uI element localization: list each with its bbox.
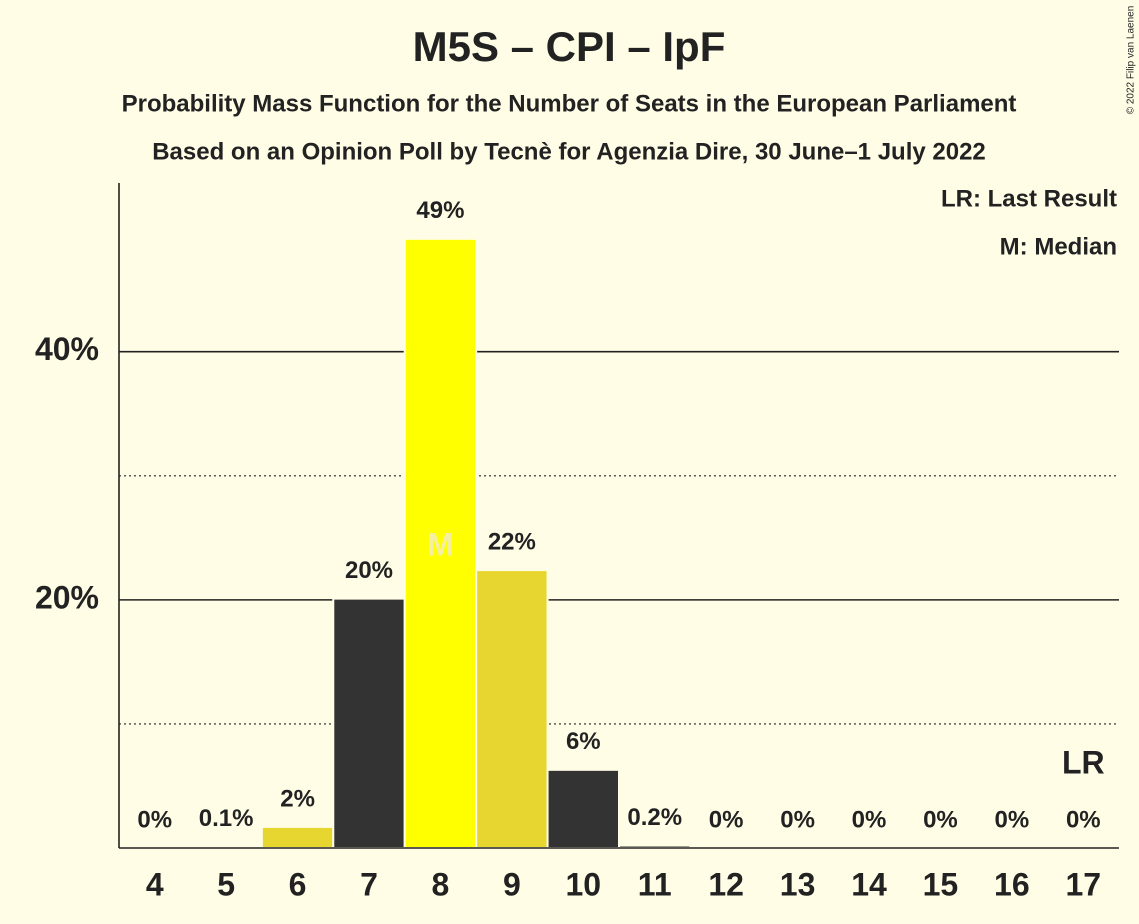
value-label: 0% — [137, 806, 172, 833]
chart-title: M5S – CPI – IpF — [413, 23, 726, 70]
x-tick-label: 8 — [432, 866, 450, 902]
chart-subtitle: Probability Mass Function for the Number… — [122, 90, 1017, 117]
value-label: 49% — [416, 197, 464, 224]
value-label: 22% — [488, 528, 536, 555]
x-tick-label: 7 — [360, 866, 378, 902]
x-tick-label: 17 — [1065, 866, 1101, 902]
y-tick-label: 20% — [35, 579, 99, 615]
chart-subtitle: Based on an Opinion Poll by Tecnè for Ag… — [152, 138, 986, 165]
y-tick-label: 40% — [35, 331, 99, 367]
bar — [546, 768, 620, 850]
legend-entry: M: Median — [1000, 233, 1117, 260]
bar — [332, 597, 406, 849]
value-label: 20% — [345, 557, 393, 584]
last-result-marker: LR — [1062, 744, 1105, 780]
x-tick-label: 14 — [851, 866, 887, 902]
median-marker: M — [427, 526, 454, 562]
value-label: 0% — [1066, 806, 1101, 833]
x-tick-label: 10 — [565, 866, 601, 902]
value-label: 0% — [780, 806, 815, 833]
legend-entry: LR: Last Result — [941, 185, 1117, 212]
value-label: 0% — [852, 806, 887, 833]
x-tick-label: 11 — [638, 866, 672, 902]
bar — [403, 237, 478, 850]
x-tick-label: 4 — [146, 866, 164, 902]
value-label: 2% — [280, 785, 315, 812]
bar — [260, 825, 335, 849]
x-tick-label: 13 — [780, 866, 816, 902]
x-tick-label: 12 — [708, 866, 744, 902]
x-tick-label: 9 — [503, 866, 521, 902]
x-tick-label: 6 — [289, 866, 307, 902]
value-label: 6% — [566, 728, 601, 755]
value-label: 0% — [995, 806, 1030, 833]
x-tick-label: 15 — [923, 866, 959, 902]
x-tick-label: 16 — [994, 866, 1030, 902]
bar — [475, 569, 549, 849]
copyright: © 2022 Filip van Laenen — [1126, 6, 1137, 115]
value-label: 0.1% — [199, 805, 254, 832]
x-tick-label: 5 — [217, 866, 235, 902]
value-label: 0.2% — [627, 804, 682, 831]
value-label: 0% — [923, 806, 958, 833]
value-label: 0% — [709, 806, 744, 833]
